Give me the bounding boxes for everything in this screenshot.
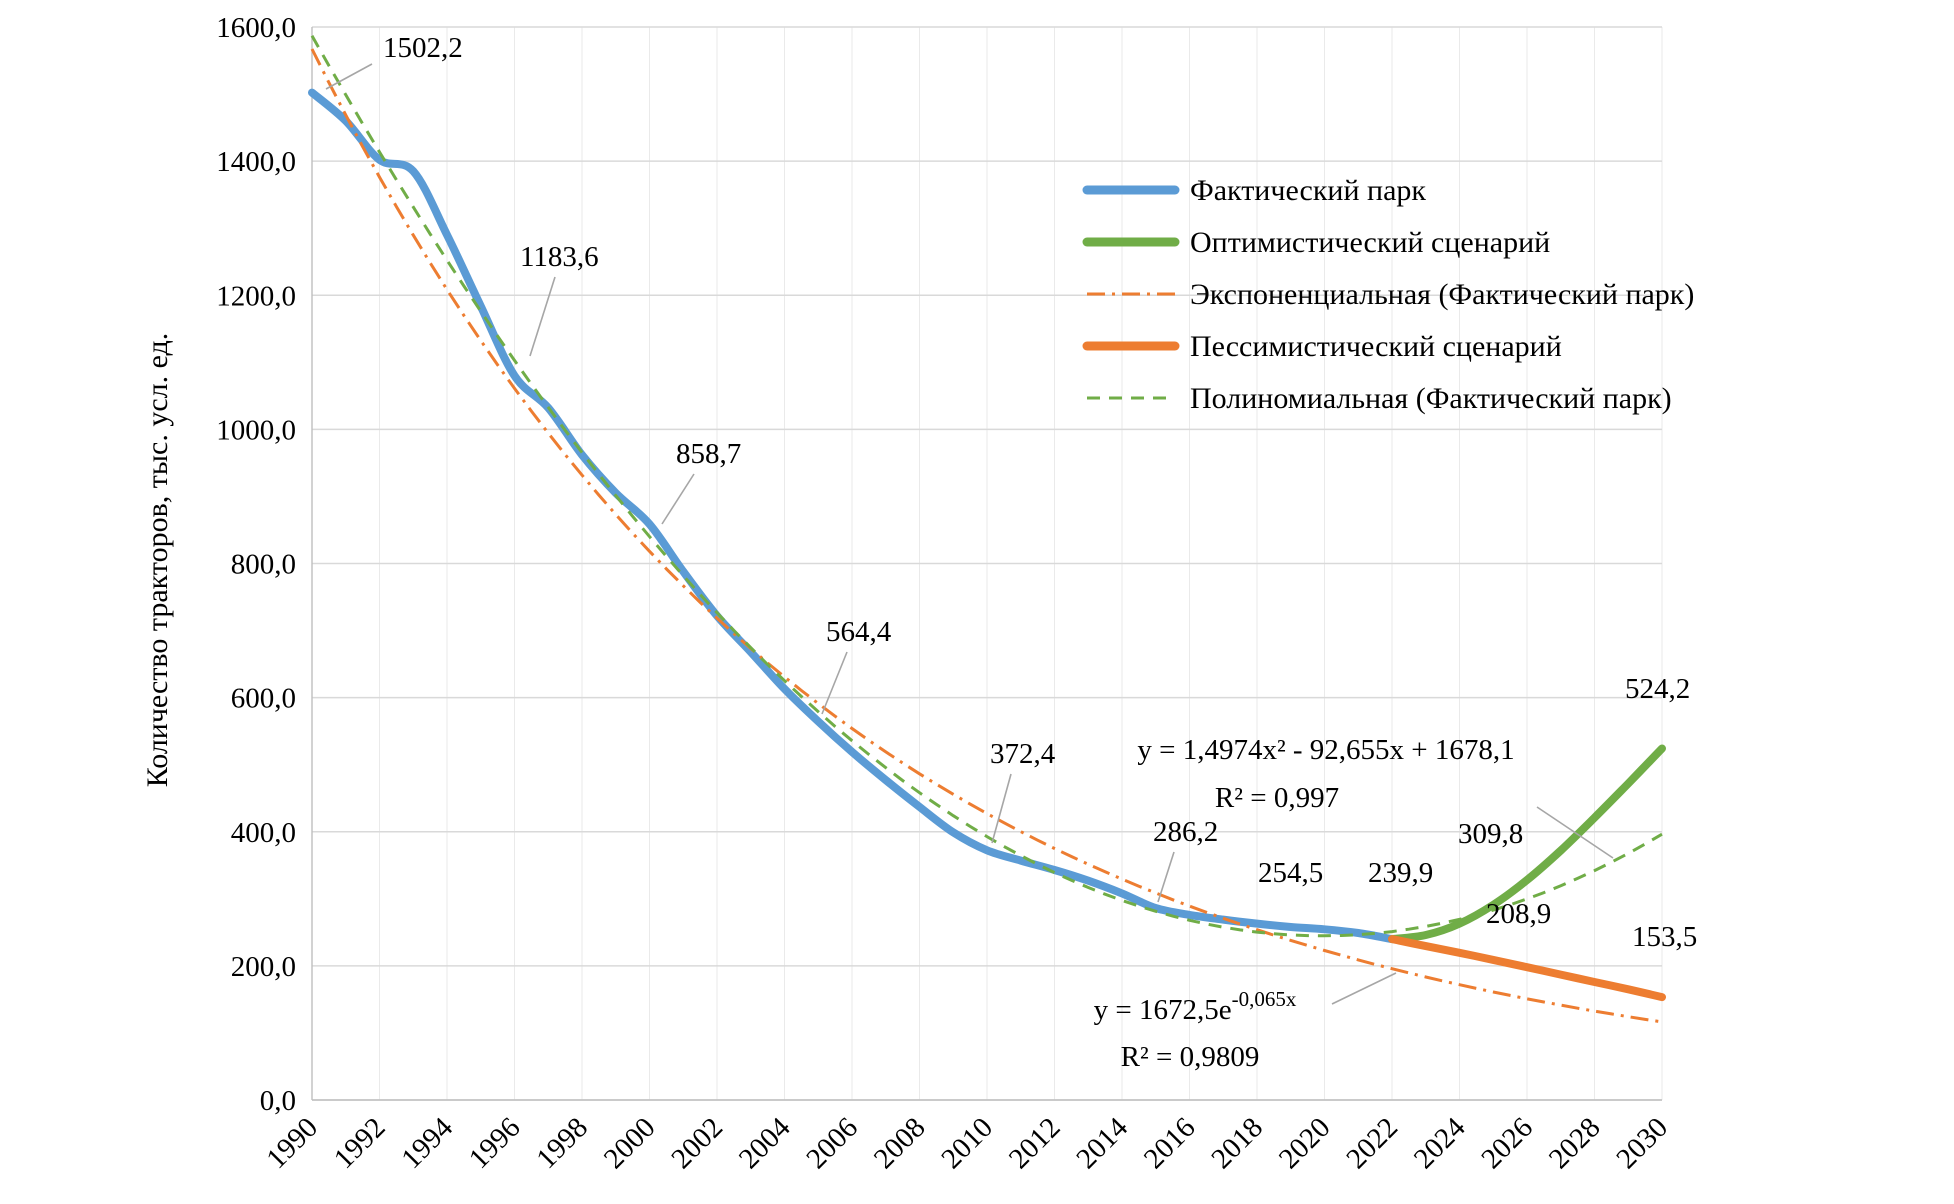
data-label: 309,8	[1458, 818, 1523, 850]
x-tick-label: 2018	[1205, 1111, 1269, 1175]
svg-text:2000: 2000	[598, 1111, 662, 1175]
svg-text:2022: 2022	[1340, 1111, 1404, 1175]
x-tick-label: 2008	[868, 1111, 932, 1175]
trendline-polynomial	[310, 35, 1663, 938]
x-tick-label: 2022	[1340, 1111, 1404, 1175]
svg-text:2018: 2018	[1205, 1111, 1269, 1175]
equation-text: y = 1,4974x² - 92,655x + 1678,1	[1137, 734, 1514, 766]
x-tick-label: 2024	[1408, 1111, 1472, 1175]
legend-label: Полиномиальная (Фактический парк)	[1190, 382, 1672, 415]
annotation-leader	[325, 63, 373, 90]
annotation-leader	[529, 276, 556, 357]
equation-text: R² = 0,9809	[1121, 1041, 1260, 1073]
x-tick-label: 1994	[395, 1111, 459, 1175]
x-tick-label: 2000	[598, 1111, 662, 1175]
legend-item: Фактический парк	[1082, 174, 1426, 207]
svg-text:1990: 1990	[260, 1111, 324, 1175]
svg-text:2020: 2020	[1273, 1111, 1337, 1175]
svg-text:2026: 2026	[1475, 1111, 1539, 1175]
svg-text:2004: 2004	[733, 1111, 797, 1175]
x-tick-label: 2012	[1003, 1111, 1067, 1175]
legend-item: Экспоненциальная (Фактический парк)	[1087, 278, 1694, 311]
legend-label: Пессимистический сценарий	[1190, 330, 1562, 363]
x-tick-label: 2010	[935, 1111, 999, 1175]
series-line-1	[1388, 744, 1666, 944]
data-label: 153,5	[1632, 921, 1697, 953]
legend-label: Оптимистический сценарий	[1190, 226, 1550, 259]
data-label: 1502,2	[383, 32, 463, 64]
x-tick-label: 2004	[733, 1111, 797, 1175]
data-label: 286,2	[1153, 816, 1218, 848]
svg-text:2012: 2012	[1003, 1111, 1067, 1175]
x-tick-label: 1998	[530, 1111, 594, 1175]
svg-text:2008: 2008	[868, 1111, 932, 1175]
svg-text:1996: 1996	[463, 1111, 527, 1175]
annotation-leader	[661, 473, 695, 525]
y-tick-label: 1400,0	[216, 146, 296, 178]
y-tick-label: 600,0	[231, 683, 296, 715]
equation-leader	[1536, 806, 1614, 859]
svg-text:1998: 1998	[530, 1111, 594, 1175]
legend-label: Фактический парк	[1190, 174, 1426, 207]
x-tick-label: 2014	[1070, 1111, 1134, 1175]
legend-label: Экспоненциальная (Фактический парк)	[1190, 278, 1694, 311]
y-tick-label: 800,0	[231, 549, 296, 581]
svg-text:2014: 2014	[1070, 1111, 1134, 1175]
y-tick-label: 200,0	[231, 951, 296, 983]
svg-text:2016: 2016	[1138, 1111, 1202, 1175]
legend-item: Оптимистический сценарий	[1082, 226, 1550, 259]
trendline-exponential	[310, 48, 1663, 1024]
y-tick-label: 1000,0	[216, 414, 296, 446]
svg-text:2002: 2002	[665, 1111, 729, 1175]
equation-leader	[1331, 972, 1397, 1005]
legend-item: Пессимистический сценарий	[1082, 330, 1562, 363]
data-label: 208,9	[1486, 898, 1551, 930]
data-label: 564,4	[826, 616, 892, 648]
y-tick-label: 1200,0	[216, 280, 296, 312]
y-tick-label: 1600,0	[216, 12, 296, 44]
y-tick-label: 0,0	[260, 1085, 296, 1117]
x-tick-label: 2030	[1610, 1111, 1674, 1175]
svg-text:2030: 2030	[1610, 1111, 1674, 1175]
gridlines	[311, 26, 1663, 1101]
svg-text:1992: 1992	[328, 1111, 392, 1175]
data-label: 524,2	[1625, 673, 1690, 705]
x-tick-label: 2002	[665, 1111, 729, 1175]
svg-text:2028: 2028	[1543, 1111, 1607, 1175]
x-tick-label: 2006	[800, 1111, 864, 1175]
data-label: 239,9	[1368, 857, 1433, 889]
x-tick-label: 1990	[260, 1111, 324, 1175]
svg-text:2024: 2024	[1408, 1111, 1472, 1175]
svg-text:1994: 1994	[395, 1111, 459, 1175]
y-tick-label: 400,0	[231, 817, 296, 849]
x-tick-label: 1996	[463, 1111, 527, 1175]
legend-item: Полиномиальная (Фактический парк)	[1087, 382, 1672, 415]
svg-text:2006: 2006	[800, 1111, 864, 1175]
x-tick-label: 2016	[1138, 1111, 1202, 1175]
y-axis-title: Количество тракторов, тыс. усл. ед.	[141, 332, 174, 788]
svg-text:2010: 2010	[935, 1111, 999, 1175]
series-line-0	[308, 88, 1396, 944]
annotation-leader	[821, 651, 848, 715]
x-tick-label: 2020	[1273, 1111, 1337, 1175]
x-tick-label: 2026	[1475, 1111, 1539, 1175]
annotation-leader	[1157, 851, 1175, 903]
equation-text: y = 1672,5e-0,065x	[1094, 987, 1297, 1026]
data-label: 372,4	[990, 738, 1056, 770]
x-tick-label: 1992	[328, 1111, 392, 1175]
data-label: 254,5	[1258, 857, 1323, 889]
series-line-2	[1388, 935, 1666, 1002]
annotation-leader	[991, 773, 1012, 844]
data-label: 858,7	[676, 438, 741, 470]
x-tick-label: 2028	[1543, 1111, 1607, 1175]
equation-text: R² = 0,997	[1215, 782, 1339, 814]
data-label: 1183,6	[520, 241, 599, 273]
